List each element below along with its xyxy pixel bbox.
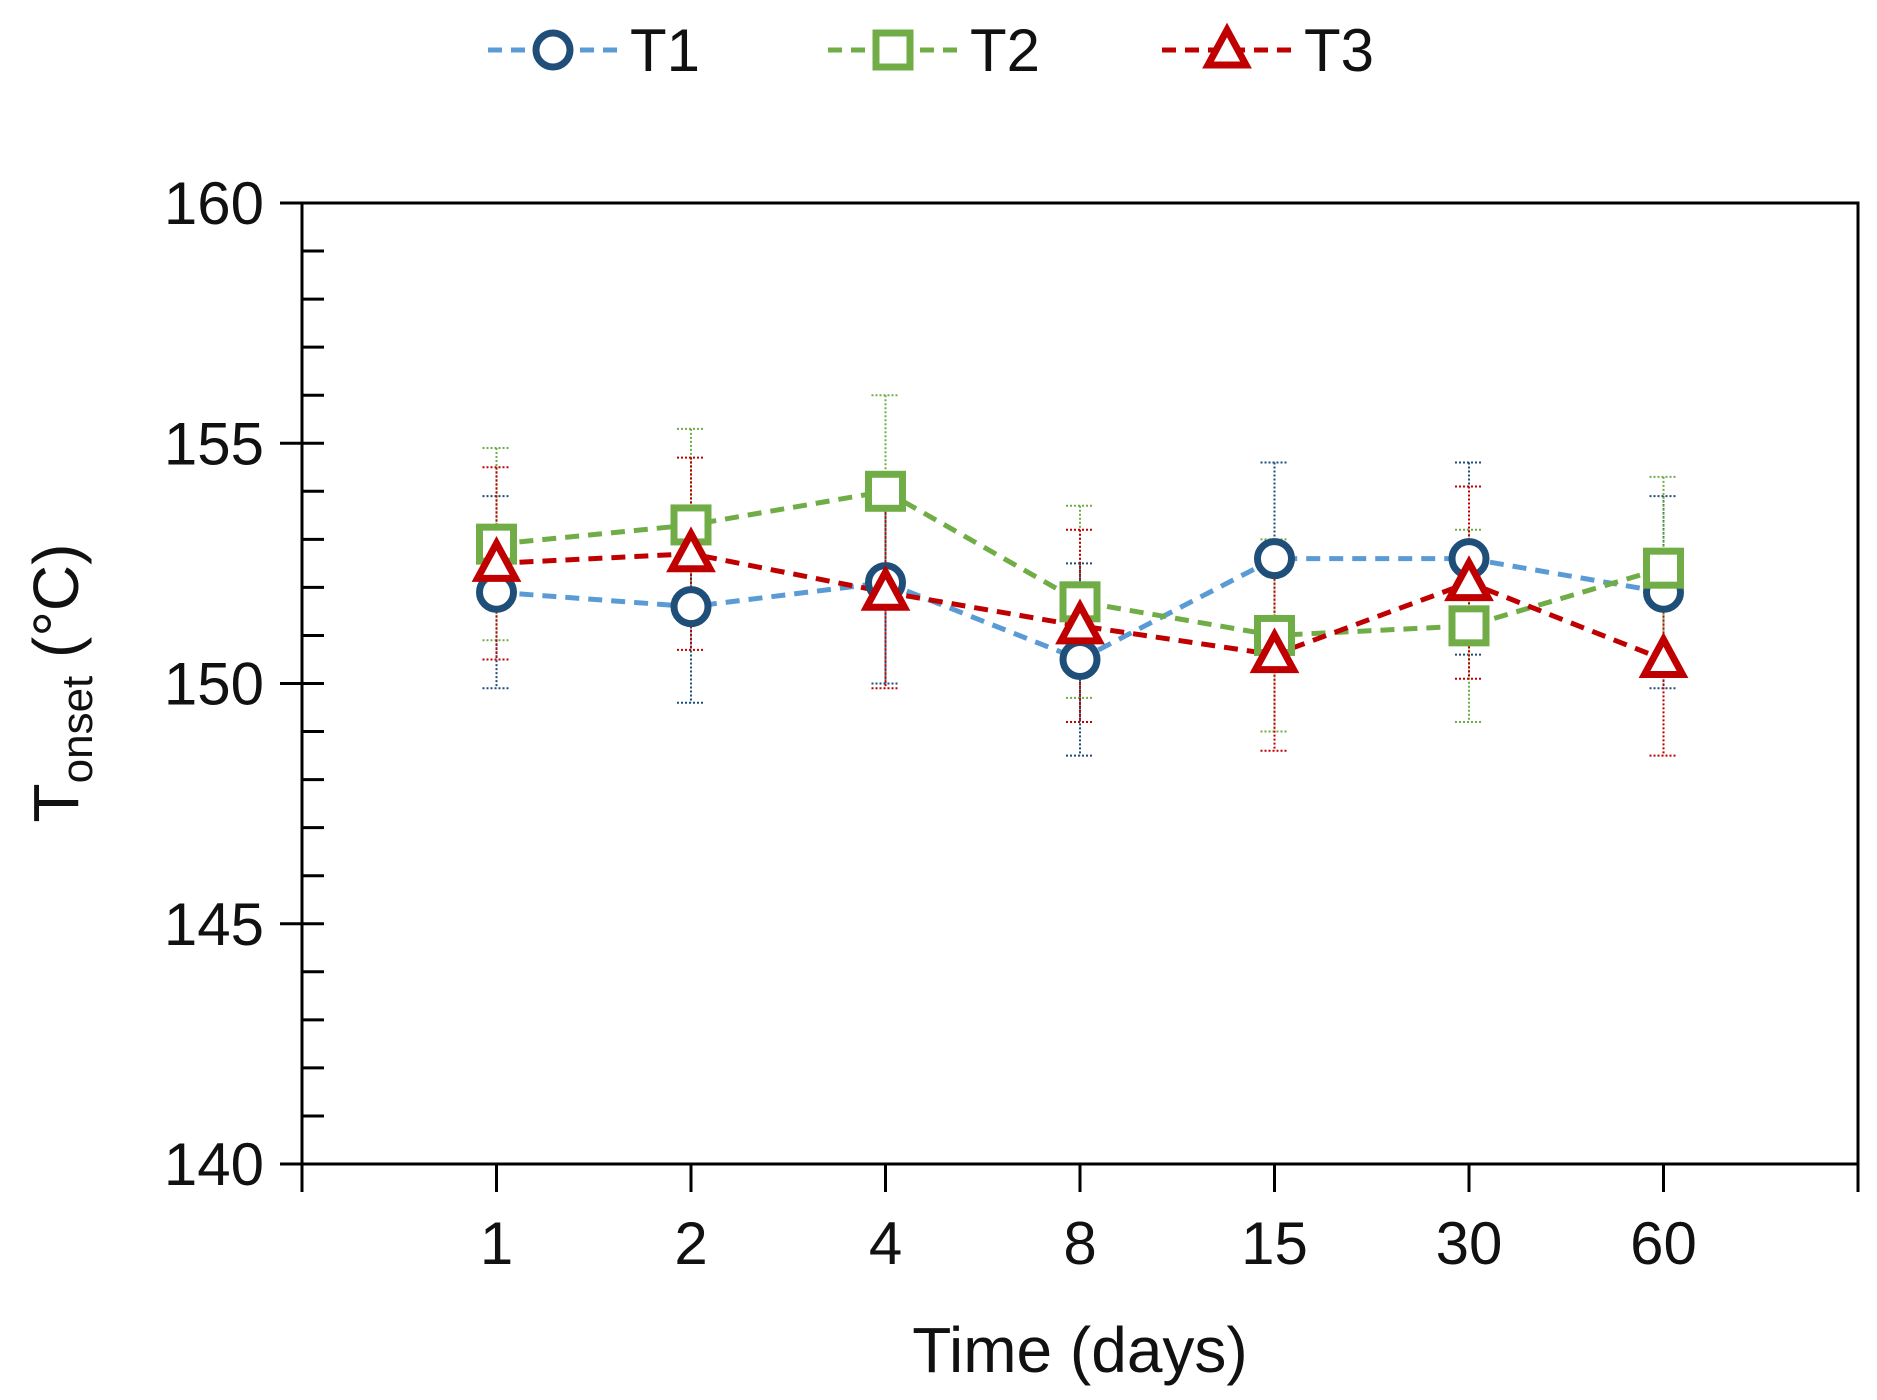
x-tick-label: 1 (480, 1210, 513, 1277)
x-tick-label: 4 (869, 1210, 902, 1277)
y-tick-label: 160 (164, 170, 264, 237)
legend-marker-t2 (872, 29, 914, 71)
data-point-t3 (1638, 632, 1689, 678)
legend-label: T3 (1304, 17, 1374, 84)
y-tick-label: 155 (164, 410, 264, 477)
y-axis-ticks: 140 145 150 155 160 (164, 170, 324, 1198)
y-axis-title-main: T (20, 783, 92, 822)
data-point-t1 (1254, 538, 1295, 580)
data-point-t2 (1448, 605, 1490, 647)
y-tick-label: 140 (164, 1131, 264, 1198)
y-axis-title-subscript: onset (53, 676, 102, 784)
series-markers (471, 470, 1689, 680)
legend-marker-t1 (532, 29, 574, 71)
x-axis-ticks: 1 2 4 8 15 30 60 (300, 1164, 1860, 1277)
x-tick-label: 60 (1630, 1210, 1697, 1277)
legend-item-t2: T2 (828, 17, 1040, 84)
y-tick-label: 150 (164, 651, 264, 718)
x-tick-label: 30 (1436, 1210, 1503, 1277)
legend-item-t3: T3 (1162, 17, 1374, 84)
data-point-t1 (670, 586, 712, 628)
data-point-t3 (860, 564, 911, 611)
x-tick-label: 2 (674, 1210, 707, 1277)
legend-label: T2 (970, 17, 1040, 84)
x-axis-title: Time (days) (912, 1314, 1247, 1386)
legend: T1 T2 T3 (488, 17, 1374, 84)
error-bars (482, 394, 1678, 757)
y-tick-label: 145 (164, 891, 264, 958)
legend-label: T1 (630, 17, 700, 84)
data-point-t2 (1643, 547, 1684, 589)
data-point-t3 (1444, 555, 1494, 602)
data-point-t3 (1055, 598, 1105, 645)
y-axis-title-unit: (°C) (20, 544, 92, 676)
data-point-t1 (1059, 638, 1101, 680)
data-point-t2 (865, 470, 906, 512)
x-tick-label: 15 (1241, 1210, 1308, 1277)
legend-marker-t3 (1202, 22, 1252, 69)
legend-item-t1: T1 (488, 17, 700, 84)
x-tick-label: 8 (1063, 1210, 1096, 1277)
y-axis-title: Tonset (°C) (20, 544, 102, 823)
data-point-t3 (471, 536, 522, 582)
data-point-t3 (1249, 627, 1300, 674)
data-point-t3 (666, 526, 716, 573)
